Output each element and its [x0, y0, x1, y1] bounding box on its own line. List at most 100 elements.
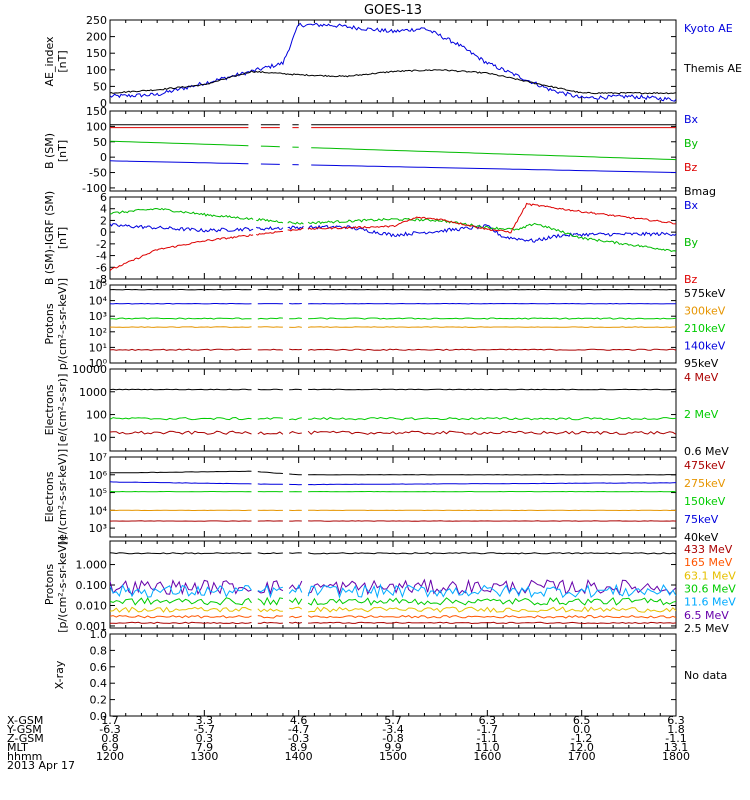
bz-line: [110, 202, 676, 271]
legend-entry: 165 MeV: [684, 556, 733, 569]
series-group: [110, 388, 676, 435]
footer-value: 1500: [379, 750, 407, 763]
footer-value: 3.3: [196, 714, 214, 727]
legend-entry: 95keV: [684, 357, 719, 370]
y-tick-label: 200: [86, 31, 107, 44]
footer-value: 0.8: [101, 732, 119, 745]
y-tick-label: 0.010: [76, 599, 108, 612]
y-tick-label: 10³: [89, 310, 107, 323]
y-tick-label: 2: [100, 214, 107, 227]
legend-entry: 0.6 MeV: [684, 445, 729, 458]
e2-line: [110, 416, 676, 421]
plot-title: GOES-13: [364, 3, 422, 18]
legend-entry: Bz: [684, 273, 698, 286]
y-tick-label: 4: [100, 203, 107, 216]
y-tick-label: 100: [86, 64, 107, 77]
footer-value: 1.7: [101, 714, 119, 727]
legend-entry: 433 MeV: [684, 543, 733, 556]
p210-line: [110, 317, 676, 320]
kyoto-ae-line: [110, 22, 676, 102]
footer-label: X-GSM: [7, 714, 43, 727]
y-axis-label: X-ray: [53, 660, 66, 689]
e75-line: [110, 481, 676, 486]
footer-value: -6.3: [99, 723, 120, 736]
y-tick-label: 10⁵: [89, 487, 107, 500]
legend-entry: Bz: [684, 161, 698, 174]
y-tick-label: 150: [86, 47, 107, 60]
panel-frame: [109, 633, 677, 717]
y-tick-label: 100: [86, 120, 107, 133]
panel-bsm: -100 -50 0 50 100 150 B (SM) [nT] Bx By Bz Bmag: [43, 105, 716, 198]
footer-label: hhmm: [7, 750, 42, 763]
p6-line: [110, 578, 676, 596]
y-axis-label: Protons: [43, 564, 56, 605]
y-tick-label: 0.2: [90, 694, 108, 707]
panel-prot1: 10⁰ 10¹ 10² 10³ 10⁴ 10⁵ Protons p/(cm²-s-sr-keV…: [43, 278, 726, 370]
legend-entry: By: [684, 236, 699, 249]
footer-label: Y-GSM: [6, 723, 42, 736]
footer-value: 1600: [473, 750, 501, 763]
y-tick-label: 10: [93, 431, 107, 444]
legend-entry: 11.6 MeV: [684, 596, 736, 609]
footer-value: 6.3: [479, 714, 497, 727]
panel-xray: 0.0 0.2 0.4 0.6 0.8 1.0 X-ray No data: [53, 628, 727, 723]
footer-value: 4.6: [290, 714, 308, 727]
y-axis-unit: [e/(cm²-s-sr)]: [56, 374, 69, 447]
footer-value: 6.3: [667, 714, 685, 727]
y-axis-label: Protons: [43, 303, 56, 344]
p30-line: [110, 596, 676, 606]
bx-line: [110, 160, 676, 173]
p140-line: [110, 326, 676, 328]
legend-entry: 75keV: [684, 513, 719, 526]
footer-value: 5.7: [384, 714, 402, 727]
legend-entry: 40keV: [684, 531, 719, 544]
legend-entry: By: [684, 137, 699, 150]
y-axis-label: AE_index: [43, 36, 56, 87]
y-tick-label: 50: [93, 80, 107, 93]
y-tick-label: 10¹: [89, 341, 107, 354]
y-tick-label: -8: [96, 273, 107, 286]
y-tick-label: 6: [100, 191, 107, 204]
footer-value: -5.7: [194, 723, 215, 736]
legend-entry: 575keV: [684, 287, 726, 300]
footer-value: -1.1: [477, 732, 498, 745]
footer-value: 13.1: [664, 741, 689, 754]
p575-line: [110, 288, 676, 291]
y-tick-label: 0: [100, 151, 107, 164]
p165-line: [110, 614, 676, 619]
legend-entry: 6.5 MeV: [684, 609, 729, 622]
y-tick-label: -100: [82, 182, 107, 195]
y-tick-label: 10²: [89, 326, 107, 339]
themis-ae-line: [110, 69, 676, 95]
footer-value: 12.0: [569, 741, 594, 754]
footer-value: -0.8: [382, 732, 403, 745]
e4-line: [110, 430, 676, 435]
footer-value: 1200: [96, 750, 124, 763]
legend-entry: Bx: [684, 113, 699, 126]
footer-value: 1700: [568, 750, 596, 763]
legend-entry: Kyoto AE: [684, 22, 733, 35]
y-axis-unit: [p/(cm²-s-sr-keV)]: [56, 536, 69, 633]
footer-value: 1400: [285, 750, 313, 763]
footer-value: -1.1: [665, 732, 686, 745]
panel-prot2: 0.001 0.010 0.100 1.000 Protons [p/(cm²-s-sr-…: [43, 536, 736, 635]
y-tick-label: -2: [96, 238, 107, 251]
panel-frame: [109, 368, 677, 452]
y-tick-label: 0: [100, 97, 107, 110]
p300-line: [110, 302, 676, 305]
y-tick-label: 250: [86, 14, 107, 27]
y-tick-label: -4: [96, 250, 107, 263]
y-tick-label: 100: [86, 409, 107, 422]
y-tick-label: 0.001: [76, 620, 108, 633]
y-tick-label: 10⁶: [89, 469, 108, 482]
series-group: [110, 202, 676, 271]
y-tick-label: 10000: [72, 363, 107, 376]
panel-frame: [109, 456, 677, 538]
bx-line: [110, 223, 676, 243]
y-tick-label: 10³: [89, 522, 107, 535]
e06-line: [110, 388, 676, 391]
e40-line: [110, 470, 676, 476]
footer-value: 1800: [662, 750, 690, 763]
series-group: [110, 124, 676, 173]
